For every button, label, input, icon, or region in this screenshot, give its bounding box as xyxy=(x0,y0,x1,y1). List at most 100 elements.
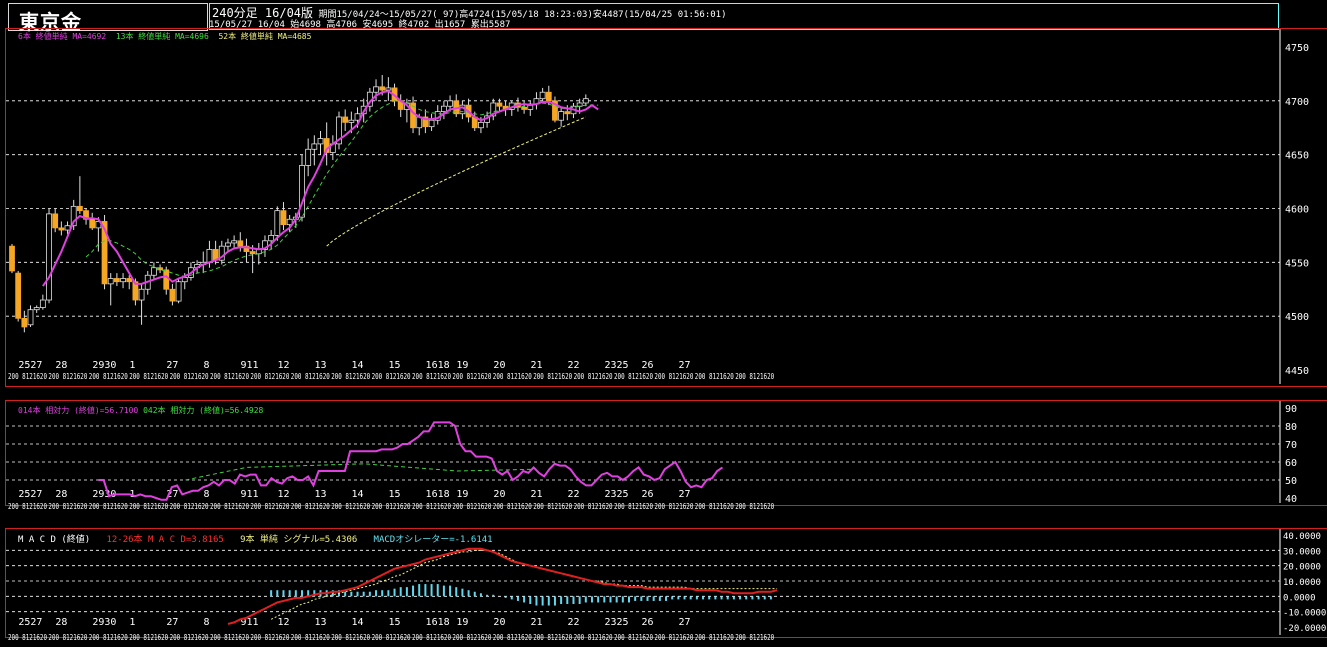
x-hour-label: 200 8121620 xyxy=(735,372,774,381)
price-y-tick: 4550 xyxy=(1285,258,1309,269)
ma52-line xyxy=(326,116,587,247)
candle-body xyxy=(169,288,176,302)
x-hour-label: 200 8121620 xyxy=(250,502,289,511)
last-bar-summary: 15/05/27 16/04 始4698 高4706 安4695 終4702 出… xyxy=(209,20,511,30)
candle-body xyxy=(33,307,40,311)
ma6-line xyxy=(42,90,599,287)
info-bar: 240分足 16/04版 期間15/04/24～15/05/27( 97)高47… xyxy=(209,3,1279,30)
x-day-label: 22 xyxy=(567,489,579,500)
candle-body xyxy=(163,269,170,290)
x-day-label: 20 xyxy=(493,489,505,500)
x-day-label: 27 xyxy=(166,617,178,628)
x-day-label: 20 xyxy=(493,617,505,628)
x-day-label: 20 xyxy=(493,360,505,371)
x-hour-label: 200 8121620 xyxy=(8,372,47,381)
x-day-label: 28 xyxy=(55,360,67,371)
rsi14-line xyxy=(98,421,724,501)
x-day-label: 27 xyxy=(166,360,178,371)
x-hour-label: 200 8121620 xyxy=(533,633,572,642)
x-hour-label: 200 8121620 xyxy=(48,633,87,642)
signal-legend: 9本 単純 シグナル=5.4306 xyxy=(240,535,358,545)
candle-body xyxy=(151,267,157,276)
x-hour-label: 200 8121620 xyxy=(250,372,289,381)
x-hour-label: 200 8121620 xyxy=(412,502,451,511)
candle-body xyxy=(243,245,250,252)
price-y-tick: 4500 xyxy=(1285,312,1309,323)
x-hour-label: 200 8121620 xyxy=(452,633,491,642)
x-day-label: 1618 xyxy=(426,489,450,500)
x-day-label: 1618 xyxy=(426,617,450,628)
rsi-legend: 014本 相対力 (終値)=56.7100 042本 相対力 (終値)=56.4… xyxy=(18,405,263,416)
x-hour-label: 200 8121620 xyxy=(412,633,451,642)
candle-body xyxy=(268,235,275,242)
candle-body xyxy=(274,210,281,236)
candle-body xyxy=(206,249,213,263)
x-day-label: 19 xyxy=(456,360,468,371)
rsi-panel-frame xyxy=(5,400,1327,506)
x-day-label: 26 xyxy=(642,617,654,628)
x-day-label: 14 xyxy=(352,489,364,500)
period-summary: 期間15/04/24～15/05/27( 97)高4724(15/05/18 1… xyxy=(318,10,727,20)
macd-y-tick: 0.0000 xyxy=(1283,593,1316,603)
macd-y-tick: 30.0000 xyxy=(1283,547,1321,557)
candle-body xyxy=(262,240,268,250)
candle-body xyxy=(545,91,552,102)
x-hour-label: 200 8121620 xyxy=(89,502,128,511)
macd-y-tick: 10.0000 xyxy=(1283,578,1321,588)
x-day-label: 26 xyxy=(642,360,654,371)
x-hour-label: 200 8121620 xyxy=(48,502,87,511)
x-hour-label: 200 8121620 xyxy=(695,372,734,381)
price-y-tick: 4600 xyxy=(1285,205,1309,216)
x-hour-label: 200 8121620 xyxy=(533,502,572,511)
candle-body xyxy=(428,119,435,128)
x-hour-label: 200 8121620 xyxy=(170,633,209,642)
x-day-label: 2325 xyxy=(604,617,628,628)
x-day-label: 14 xyxy=(352,360,364,371)
candle-body xyxy=(299,165,305,218)
candle-body xyxy=(218,245,225,261)
x-hour-label: 200 8121620 xyxy=(452,372,491,381)
candle-body xyxy=(385,87,392,91)
candle-body xyxy=(323,138,330,153)
candle-body xyxy=(336,116,342,145)
macd-title-legend: M A C D (終値) xyxy=(18,535,91,545)
x-hour-label: 200 8121620 xyxy=(89,372,128,381)
x-day-label: 8 xyxy=(203,489,209,500)
x-day-label: 13 xyxy=(315,360,327,371)
price-panel-frame xyxy=(5,28,1327,387)
price-legend: 6本 終値単純 MA=4692 13本 終値単純 MA=4696 52本 終値単… xyxy=(18,31,311,42)
x-hour-label: 200 8121620 xyxy=(735,502,774,511)
x-day-label: 27 xyxy=(679,617,691,628)
x-hour-label: 200 8121620 xyxy=(654,502,693,511)
x-hour-label: 200 8121620 xyxy=(250,633,289,642)
price-y-tick: 4650 xyxy=(1285,151,1309,162)
candle-body xyxy=(83,210,89,220)
candle-body xyxy=(440,105,447,113)
macd-y-tick: -10.0000 xyxy=(1283,609,1326,619)
x-day-label: 26 xyxy=(642,489,654,500)
x-day-label: 1 xyxy=(129,617,135,628)
x-hour-label: 200 8121620 xyxy=(614,502,653,511)
x-hour-label: 200 8121620 xyxy=(331,502,370,511)
x-hour-label: 200 8121620 xyxy=(170,502,209,511)
rsi-y-tick: 80 xyxy=(1285,422,1297,433)
candle-body xyxy=(138,288,145,301)
x-day-label: 2527 xyxy=(18,489,42,500)
x-hour-label: 200 8121620 xyxy=(291,502,330,511)
rsi42-line xyxy=(185,463,533,481)
x-hour-label: 200 8121620 xyxy=(210,502,249,511)
candle-body xyxy=(181,277,188,283)
x-day-label: 1 xyxy=(129,360,135,371)
x-day-label: 2930 xyxy=(92,617,116,628)
x-hour-label: 200 8121620 xyxy=(654,372,693,381)
candle-body xyxy=(231,240,238,244)
candle-body xyxy=(9,245,15,272)
x-hour-label: 200 8121620 xyxy=(48,372,87,381)
price-y-tick: 4750 xyxy=(1285,43,1309,54)
x-day-label: 911 xyxy=(240,489,258,500)
x-day-label: 27 xyxy=(679,360,691,371)
x-hour-label: 200 8121620 xyxy=(331,633,370,642)
candle-body xyxy=(113,278,120,283)
x-day-label: 13 xyxy=(315,489,327,500)
